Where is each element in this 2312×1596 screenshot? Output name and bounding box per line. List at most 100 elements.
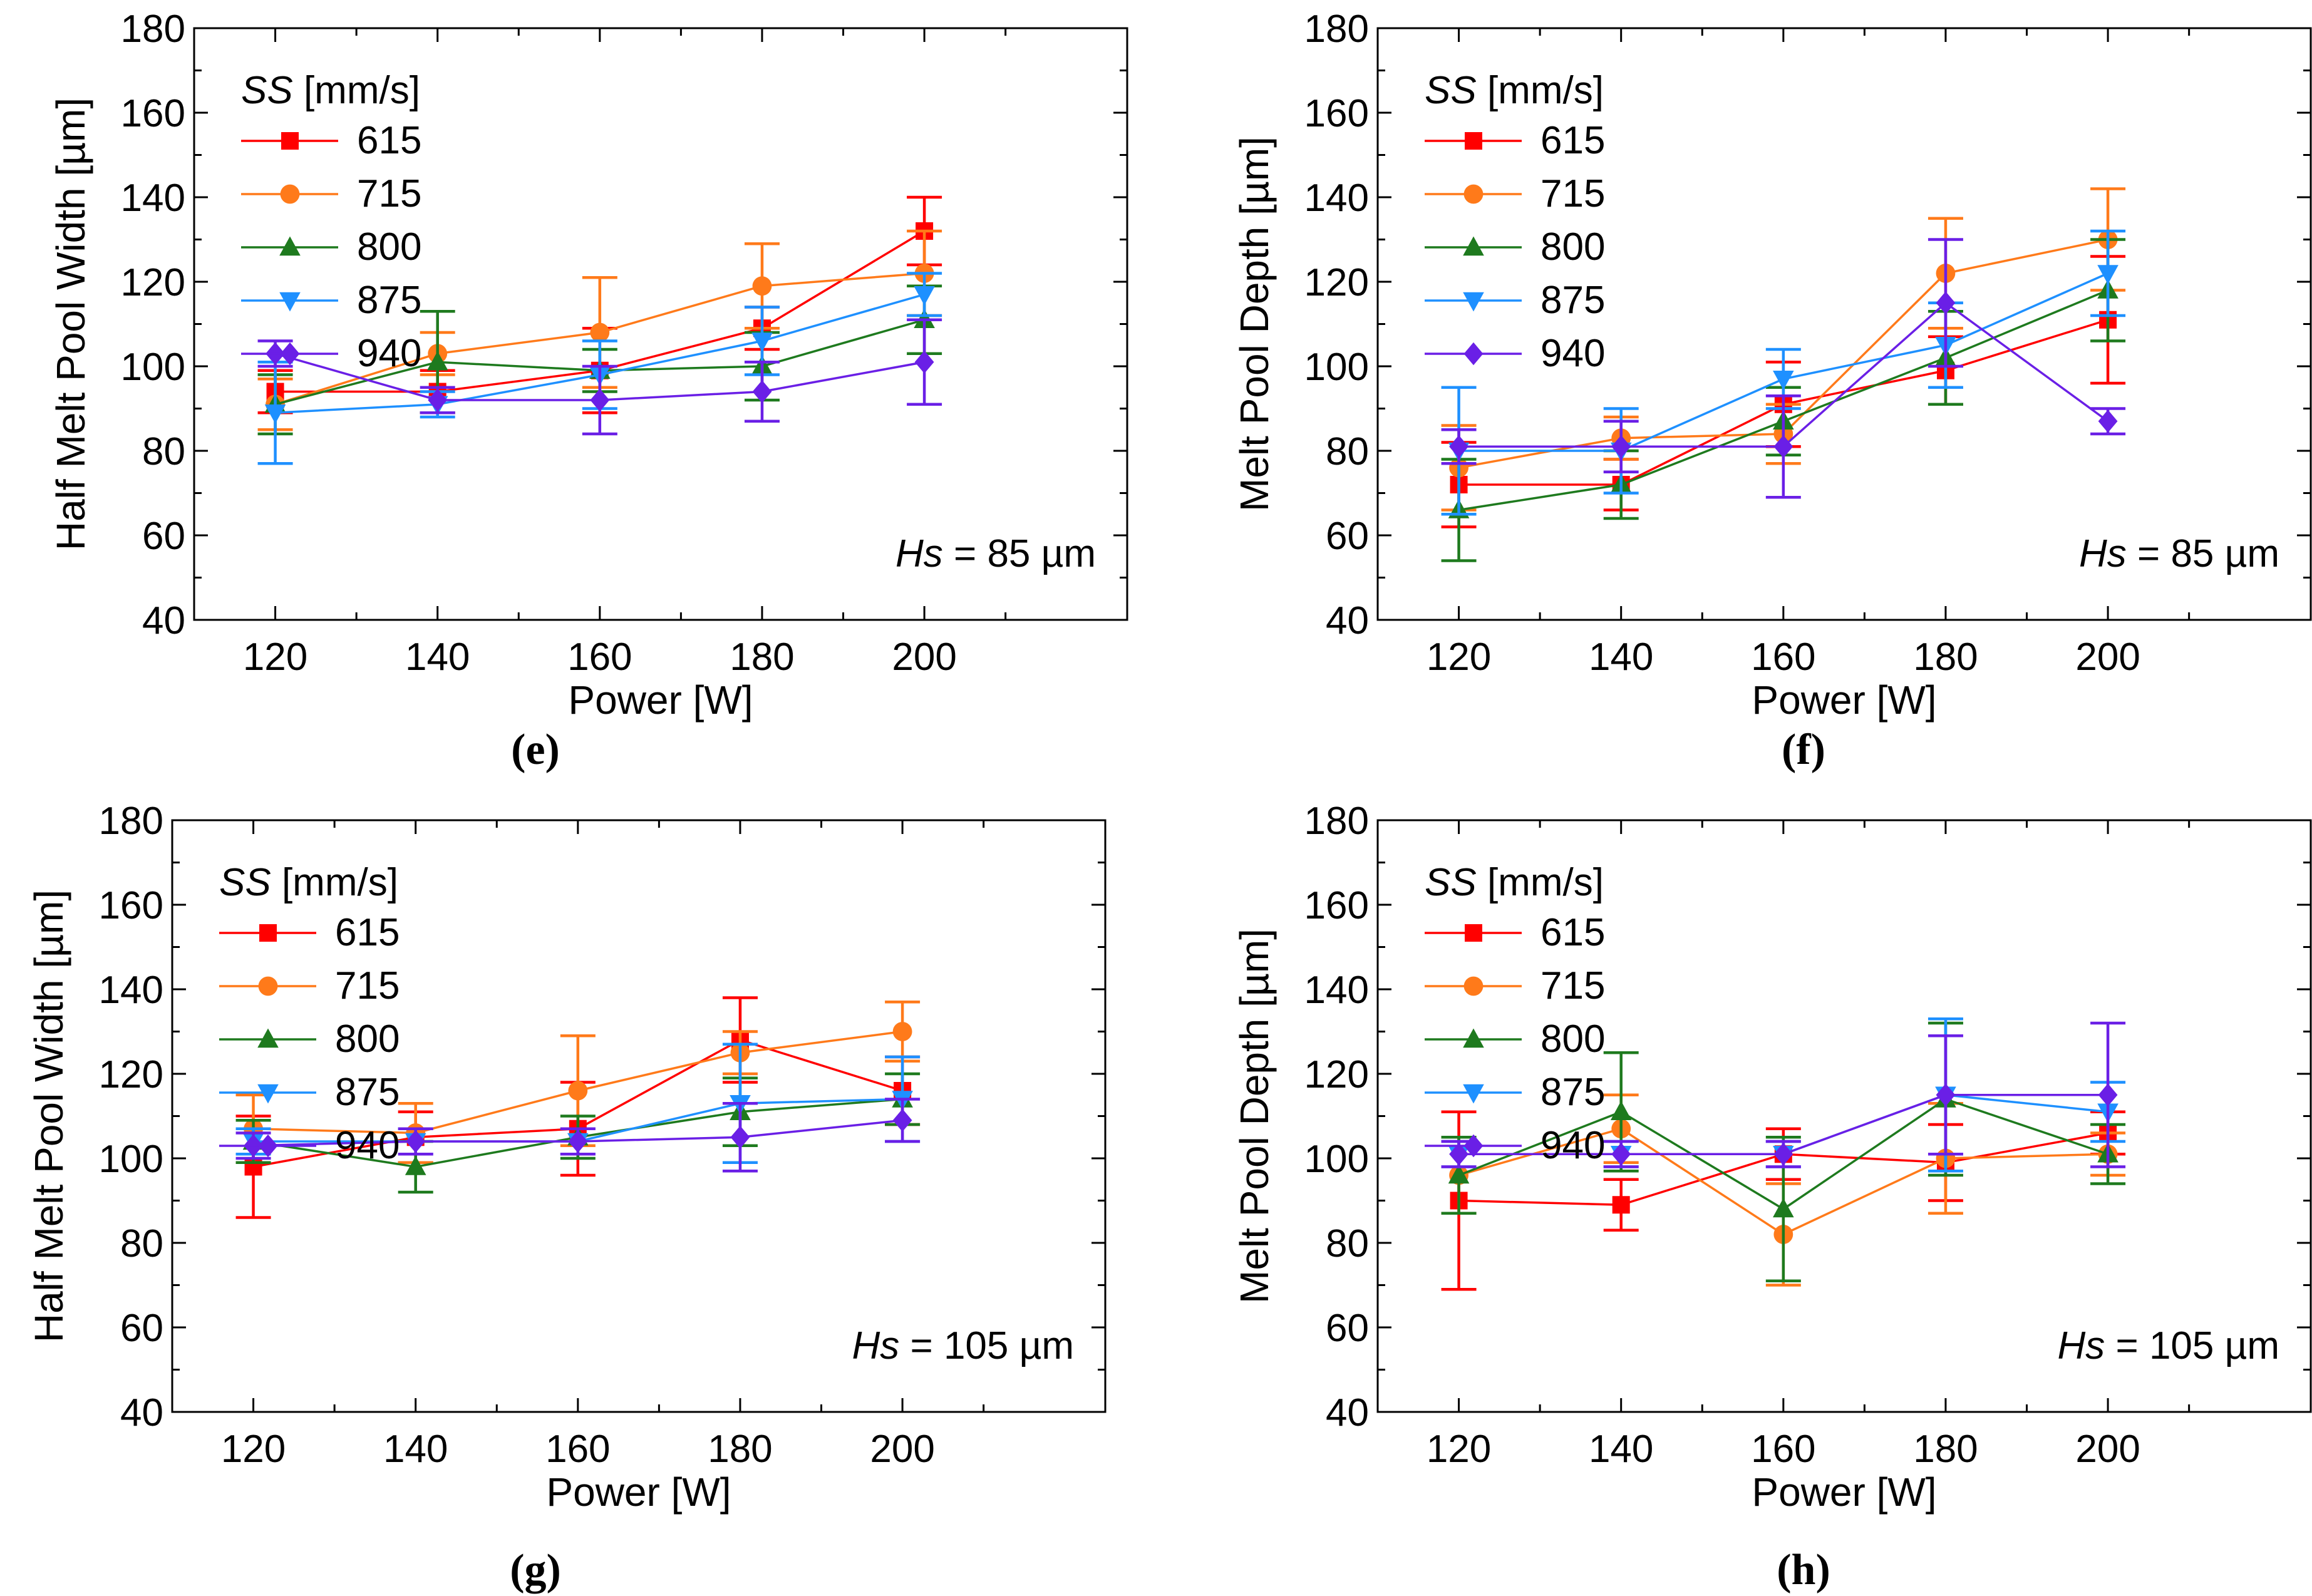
legend-item-940: 940 — [1425, 1124, 1605, 1167]
legend-marker — [257, 1028, 279, 1048]
legend-marker — [258, 1134, 278, 1158]
legend-title-symbol: SS — [1425, 69, 1477, 112]
legend-label: 875 — [1540, 279, 1605, 322]
plot-frame — [1376, 27, 2312, 621]
legend-label: 715 — [357, 172, 421, 215]
legend-label: 800 — [335, 1017, 400, 1061]
legend-label: 800 — [357, 225, 421, 269]
legend-item-615: 615 — [1425, 119, 1605, 162]
legend-item-715: 715 — [1425, 964, 1605, 1007]
y-tick-label: 140 — [1304, 177, 1369, 220]
legend-label: 715 — [335, 964, 400, 1007]
legend-label: 715 — [1540, 172, 1605, 215]
legend-marker — [281, 132, 299, 150]
y-tick-label: 120 — [121, 261, 185, 304]
data-point-940 — [568, 1130, 588, 1153]
data-point-940 — [1773, 1143, 1793, 1166]
series-940 — [257, 318, 942, 436]
y-tick-label: 80 — [120, 1222, 163, 1265]
data-point-800 — [1610, 1101, 1632, 1121]
hatch-spacing-annotation: Hs = 85 µm — [2079, 532, 2279, 575]
legend-item-875: 875 — [1425, 1071, 1605, 1114]
panel-label: (g) — [510, 1546, 561, 1594]
annotation-symbol: Hs — [895, 532, 943, 575]
x-tick-label: 120 — [243, 636, 307, 679]
legend-marker — [280, 342, 300, 366]
legend-marker — [1465, 132, 1482, 150]
x-axis-label: Power [W] — [546, 1470, 731, 1515]
data-point-715 — [568, 1081, 588, 1101]
y-tick-label: 100 — [1304, 346, 1369, 389]
legend-item-940: 940 — [219, 1124, 400, 1167]
x-tick-label: 160 — [545, 1428, 610, 1471]
panel-label: (f) — [1782, 726, 1825, 774]
y-axis-label: Melt Pool Depth [µm] — [1232, 136, 1277, 512]
legend-title-unit: [mm/s] — [293, 69, 420, 112]
data-point-940 — [2098, 1083, 2118, 1106]
legend-label: 800 — [1540, 1017, 1605, 1061]
chart-panel-e: 40 60 80 100 120 140 160 180 120 140 160 180 200 Powe… — [48, 8, 1128, 723]
plot-frame — [1376, 819, 2312, 1413]
legend-marker — [1463, 1084, 1484, 1104]
legend-item-615: 615 — [219, 911, 400, 954]
x-axis-label: Power [W] — [1752, 1470, 1936, 1515]
legend-label: 615 — [357, 119, 421, 162]
legend-label: 875 — [1540, 1071, 1605, 1114]
data-point-800 — [426, 351, 448, 371]
y-tick-label: 160 — [121, 92, 185, 135]
y-tick-label: 140 — [121, 177, 185, 220]
legend-title-symbol: SS — [241, 69, 293, 112]
x-tick-label: 180 — [730, 636, 794, 679]
x-tick-label: 160 — [1751, 636, 1815, 679]
y-tick-label: 40 — [1326, 1391, 1369, 1434]
y-tick-label: 60 — [1326, 515, 1369, 558]
data-point-940 — [1936, 1083, 1956, 1106]
chart-panel-g: 40 60 80 100 120 140 160 180 120 140 160 180 200 Powe… — [26, 800, 1107, 1515]
legend-title: SS [mm/s] — [1425, 861, 1604, 904]
data-point-940 — [1611, 1143, 1631, 1166]
series-940 — [235, 1098, 921, 1173]
legend-title: SS [mm/s] — [1425, 69, 1604, 112]
legend-item-940: 940 — [1425, 332, 1605, 375]
y-tick-label: 100 — [121, 346, 185, 389]
y-axis-label: Melt Pool Depth [µm] — [1232, 929, 1277, 1304]
legend-label: 940 — [357, 332, 421, 375]
y-tick-label: 40 — [120, 1391, 163, 1434]
plot-frame — [193, 27, 1128, 621]
data-point-800 — [405, 1156, 426, 1175]
data-point-940 — [914, 351, 934, 374]
data-point-875 — [914, 286, 935, 306]
legend-marker — [1463, 342, 1484, 366]
legend-label: 940 — [1540, 1124, 1605, 1167]
x-tick-label: 180 — [1913, 1428, 1978, 1471]
data-point-875 — [1773, 370, 1794, 390]
annotation-value: = 105 µm — [2105, 1324, 2279, 1367]
chart-panel-f: 40 60 80 100 120 140 160 180 120 140 160 180 200 Powe… — [1232, 8, 2312, 723]
data-point-940 — [730, 1126, 750, 1149]
y-tick-label: 180 — [1304, 8, 1369, 51]
x-tick-label: 180 — [708, 1428, 772, 1471]
y-tick-label: 140 — [1304, 969, 1369, 1012]
y-tick-label: 80 — [1326, 430, 1369, 473]
legend-title: SS [mm/s] — [241, 69, 420, 112]
y-tick-label: 180 — [121, 8, 185, 51]
annotation-value: = 85 µm — [2127, 532, 2279, 575]
legend-marker — [279, 292, 301, 312]
y-tick-label: 180 — [1304, 800, 1369, 843]
y-tick-label: 80 — [142, 430, 185, 473]
legend-item-875: 875 — [1425, 279, 1605, 322]
data-point-940 — [892, 1109, 912, 1132]
panel-label: (e) — [511, 726, 560, 774]
x-tick-label: 200 — [2075, 636, 2140, 679]
y-tick-label: 160 — [1304, 884, 1369, 927]
hatch-spacing-annotation: Hs = 85 µm — [895, 532, 1096, 575]
legend-title: SS [mm/s] — [219, 861, 398, 904]
legend-item-800: 800 — [1425, 1017, 1605, 1061]
legend-label: 800 — [1540, 225, 1605, 269]
x-tick-label: 160 — [567, 636, 632, 679]
y-tick-label: 120 — [1304, 261, 1369, 304]
x-tick-label: 200 — [2075, 1428, 2140, 1471]
legend-marker — [1463, 976, 1484, 996]
y-tick-label: 100 — [99, 1138, 163, 1181]
legend-marker — [1465, 924, 1482, 942]
